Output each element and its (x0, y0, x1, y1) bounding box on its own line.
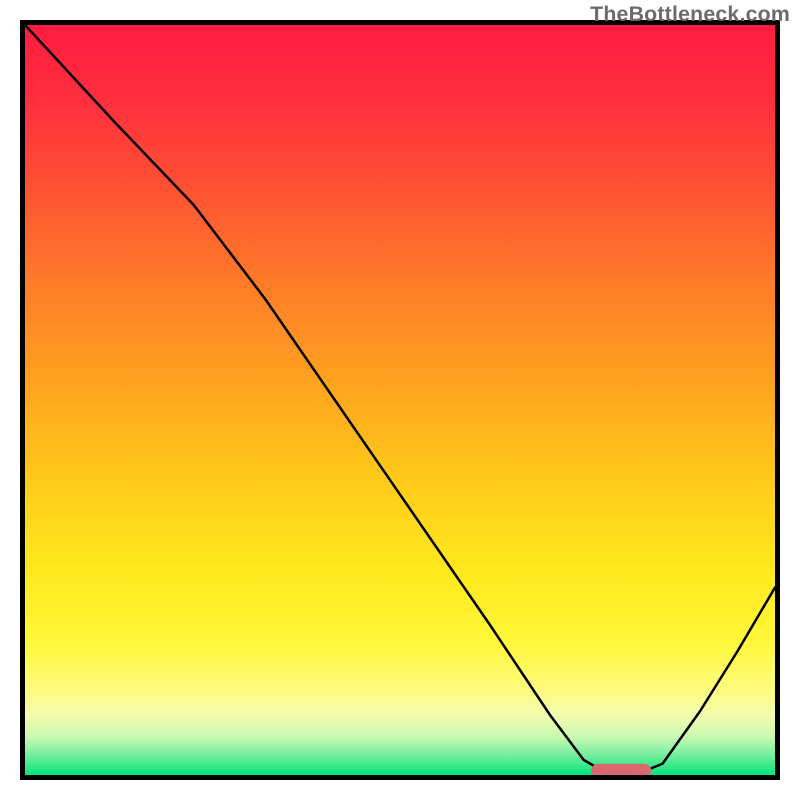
bottleneck-chart-svg (0, 0, 800, 800)
chart-stage: TheBottleneck.com (0, 0, 800, 800)
watermark-text: TheBottleneck.com (590, 2, 790, 27)
gradient-background (25, 25, 775, 775)
